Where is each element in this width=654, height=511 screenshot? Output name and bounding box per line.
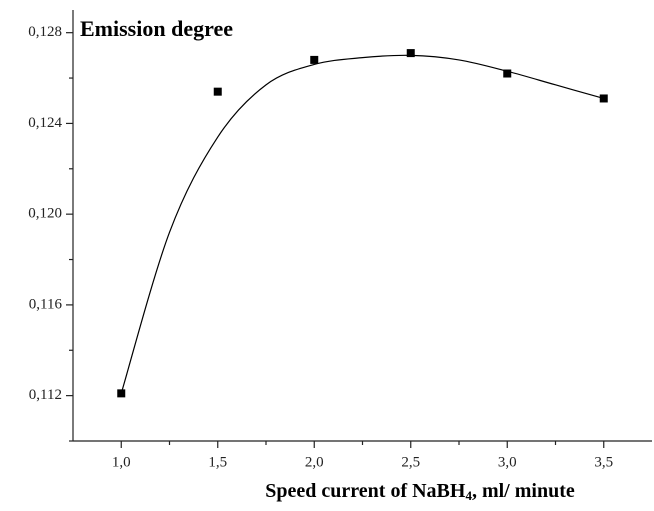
chart-title: Emission degree — [80, 16, 233, 41]
data-point — [406, 49, 415, 58]
y-tick-label: 0,116 — [29, 296, 63, 312]
y-tick-label: 0,112 — [29, 387, 62, 403]
x-tick-label: 1,0 — [112, 454, 131, 470]
y-tick-label: 0,124 — [28, 115, 62, 131]
data-point — [213, 87, 222, 96]
x-tick-label: 3,0 — [498, 454, 517, 470]
x-tick-label: 2,0 — [305, 454, 324, 470]
data-point — [503, 69, 512, 78]
x-axis-label: Speed current of NaBH4, ml/ minute — [265, 480, 575, 503]
data-point — [310, 55, 319, 64]
data-point — [117, 389, 126, 398]
y-tick-label: 0,128 — [28, 24, 62, 40]
x-tick-label: 3,5 — [594, 454, 613, 470]
x-label-rest: , ml/ minute — [472, 480, 575, 502]
data-point — [599, 94, 608, 103]
x-label-text: Speed current of NaBH — [265, 480, 466, 502]
x-tick-label: 2,5 — [401, 454, 420, 470]
fit-curve — [120, 54, 604, 394]
x-tick-label: 1,5 — [208, 454, 227, 470]
x-label-subscript: 4 — [465, 488, 472, 503]
y-tick-label: 0,120 — [28, 206, 62, 222]
